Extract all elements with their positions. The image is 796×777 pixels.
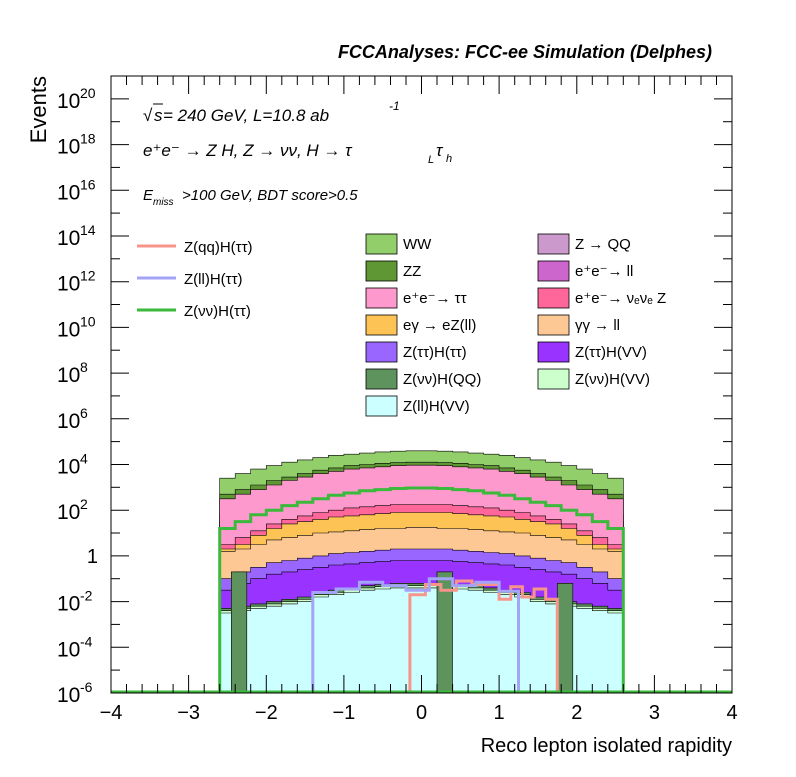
tau-h-subscript: h [446,153,452,165]
legend-signals: Z(qq)H(ττ) Z(ll)H(ττ) Z(νν)H(ττ) [137,239,253,320]
legend-bg-label: Z(ττ)H(VV) [575,344,647,361]
sqrt-symbol: √ [143,106,153,125]
y-tick-label: 10 [57,684,80,707]
legend-bg-label: Z(ττ)H(ττ) [403,344,467,361]
x-tick-label: 1 [494,702,505,724]
legend-bg-swatch [365,314,398,336]
y-tick-exponent: 14 [80,222,96,238]
x-tick-label: 0 [416,702,427,724]
y-tick-label: 10 [57,410,80,433]
stack-spike-0 [231,571,248,694]
y-tick-label: 10 [57,456,80,479]
y-tick-exponent: -6 [80,679,93,695]
x-tick-label: 3 [649,702,660,724]
y-tick-exponent: -4 [80,633,93,649]
stack-layer [219,450,624,694]
annotation-cuts: E miss >100 GeV, BDT score>0.5 [143,187,358,208]
legend-bg-swatch [365,368,398,390]
legend-signal-label: Z(ll)H(ττ) [184,271,243,288]
legend-bg-label: ZZ [403,263,421,280]
legend-bg-swatch [537,260,570,282]
x-tick-labels: −4 −3 −2 −1 0 1 2 3 4 [100,702,738,724]
y-tick-label: 10 [57,90,80,113]
y-tick-exponent: 12 [80,268,96,284]
annotation-process: e⁺e⁻ → Z H, Z → νν, H → τ L τ h [143,141,452,166]
legend-bg-swatch [537,368,570,390]
y-tick-label: 10 [57,136,80,159]
x-tick-label: −1 [332,702,355,724]
legend-bg-label: eγ → eZ(ll) [403,317,476,334]
x-tick-label: −3 [177,702,200,724]
legend-bg-swatch [537,287,570,309]
x-tick-label: −4 [100,702,123,724]
x-tick-label: 4 [726,702,737,724]
chart-title: FCCAnalyses: FCC-ee Simulation (Delphes) [338,42,712,62]
signal-z-h [218,486,625,693]
energy-lumi-label: = 240 GeV, L=10.8 ab [163,106,329,125]
y-tick-label: 10 [57,593,80,616]
y-tick-label: 10 [57,318,80,341]
sqrt-s-label: s [154,106,163,125]
y-tick-label: 10 [57,638,80,661]
signal-layer [111,486,732,693]
y-tick-label: 10 [57,273,80,296]
process-label: e⁺e⁻ → Z H, Z → νν, H → τ [143,141,353,160]
y-tick-label: 1 [87,546,98,568]
y-tick-exponent: 2 [80,496,88,512]
legend-backgrounds: WW Z → QQ ZZ e⁺e⁻→ ll e⁺e⁻→ ττ e⁺e⁻→ νₑνₑ Z eγ… [365,233,666,417]
y-tick-label: 10 [57,181,80,204]
x-tick-label: 2 [571,702,582,724]
y-tick-label: 10 [57,501,80,524]
cut-subscript: miss [153,197,174,208]
legend-bg-label: e⁺e⁻→ ll [575,263,633,280]
legend-bg-label: Z(ll)H(VV) [403,398,470,415]
stack-spike-2 [556,582,574,694]
legend-bg-label: e⁺e⁻→ ττ [403,290,467,307]
legend-bg-label: γγ → ll [575,317,620,334]
legend-bg-label: Z(νν)H(QQ) [403,371,481,388]
legend-bg-swatch [365,260,398,282]
legend-bg-swatch [365,395,398,417]
signal-z-ll-h [311,577,520,693]
cut-rest: >100 GeV, BDT score>0.5 [182,187,358,204]
legend-bg-swatch [365,341,398,363]
y-tick-exponent: 8 [80,359,88,375]
x-axis-label: Reco lepton isolated rapidity [481,735,732,757]
tau-h-label: τ [436,141,444,160]
legend-signal-label: Z(νν)H(ττ) [184,303,251,320]
legend-bg-label: Z → QQ [575,236,631,253]
y-tick-label: 10 [57,227,80,250]
legend-bg-swatch [365,287,398,309]
annotation-energy: √ s = 240 GeV, L=10.8 ab -1 [143,99,400,125]
legend-bg-swatch [537,233,570,255]
y-tick-exponent: 18 [80,131,96,147]
tau-l-subscript: L [428,154,434,166]
y-tick-exponent: 4 [80,451,88,467]
y-tick-label: 10 [57,364,80,387]
y-tick-exponent: 10 [80,313,96,329]
y-axis-label: Events [26,76,51,143]
legend-bg-swatch [537,341,570,363]
cut-prefix: E [143,187,154,204]
legend-bg-swatch [537,314,570,336]
x-tick-label: −2 [255,702,278,724]
legend-bg-label: WW [403,236,432,253]
legend-signal-label: Z(qq)H(ττ) [184,239,253,256]
y-tick-exponent: 6 [80,405,88,421]
y-tick-exponent: 20 [80,85,96,101]
legend-bg-label: e⁺e⁻→ νₑνₑ Z [575,290,666,307]
y-tick-exponent: 16 [80,176,96,192]
axis-ticks [110,75,733,694]
y-tick-exponent: -2 [80,588,93,604]
legend-bg-label: Z(νν)H(VV) [575,371,650,388]
legend-bg-swatch [365,233,398,255]
lumi-exponent: -1 [389,99,400,113]
